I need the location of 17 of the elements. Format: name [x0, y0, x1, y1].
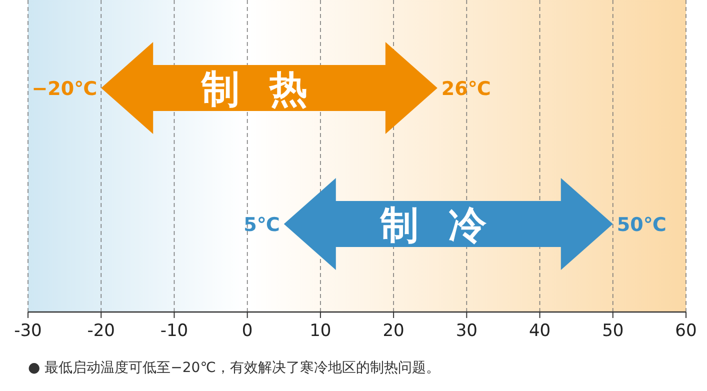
x-tick-label: 30 — [456, 321, 478, 341]
y-tick-label: 制热 — [200, 67, 338, 111]
x-tick-label: 20 — [382, 321, 404, 341]
x-tick-label: -10 — [160, 321, 188, 341]
x-tick-label: 40 — [528, 321, 551, 341]
x-tick-label: 0 — [242, 321, 253, 341]
x-tick-label: 60 — [675, 321, 697, 341]
annotation: 50℃ — [616, 214, 666, 236]
text: ● 最低启动温度可低至−20℃，有效解决了寒冷地区的制热问题。 — [28, 360, 440, 376]
x-tick-label: -30 — [14, 321, 42, 341]
y-tick-label: 制冷 — [379, 203, 516, 247]
annotation: 26℃ — [441, 78, 491, 100]
annotation: −20℃ — [32, 78, 98, 100]
x-tick-label: 10 — [310, 321, 332, 341]
x-tick-label: -20 — [87, 321, 115, 341]
x-tick-label: 50 — [602, 321, 624, 341]
annotation: 5℃ — [244, 214, 280, 236]
